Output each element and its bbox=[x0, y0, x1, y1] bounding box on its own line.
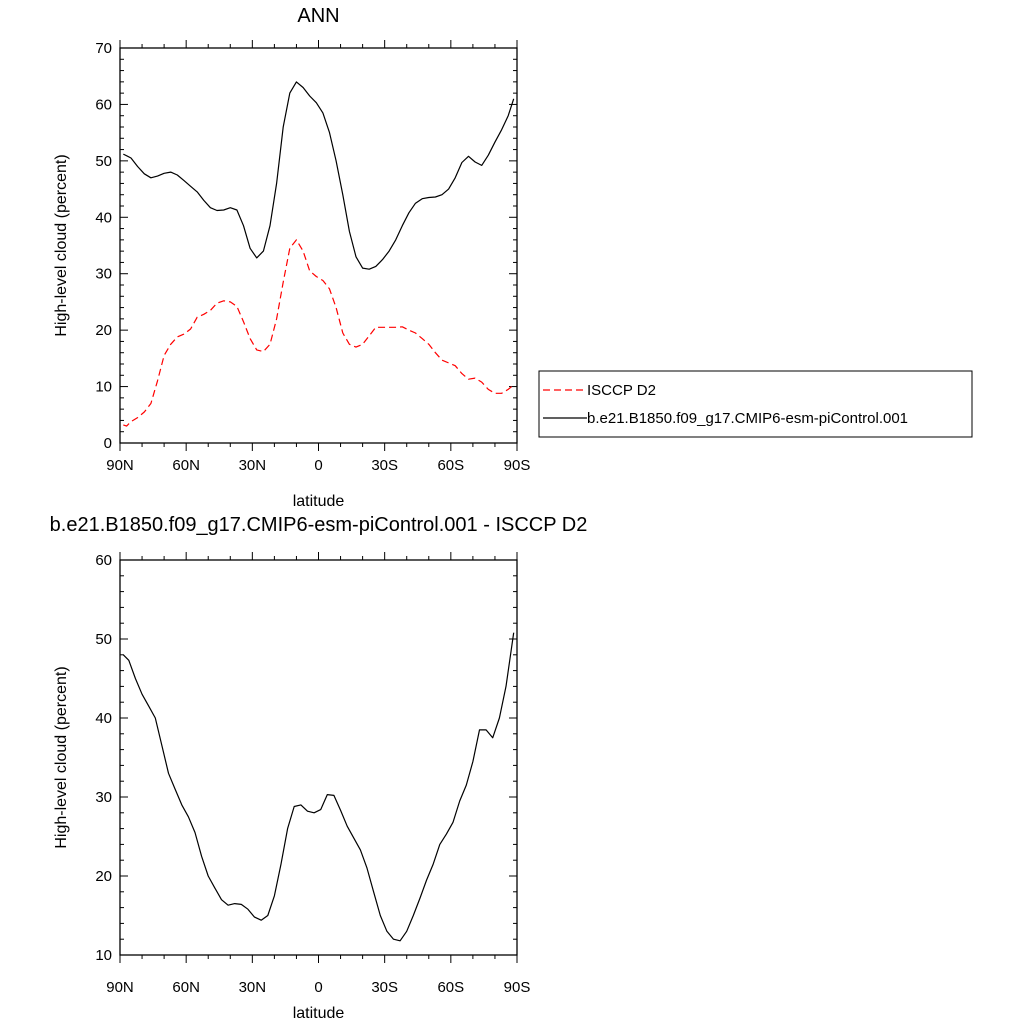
x-tick-label: 90N bbox=[106, 457, 134, 474]
annual-zonal-mean-panel: ANN 0 10 20 30 40 50 60 70 90N 60N 30N 0 30S 60S 90S lat… bbox=[53, 5, 973, 510]
y-tick-label: 60 bbox=[95, 96, 112, 113]
y-tick-label: 30 bbox=[95, 266, 112, 283]
x-tick-label: 0 bbox=[314, 979, 322, 996]
plot-frame bbox=[119, 559, 518, 956]
legend-box bbox=[538, 370, 973, 438]
x-tick-label: 30S bbox=[371, 979, 398, 996]
y-tick-label: 20 bbox=[95, 868, 112, 885]
y-tick-label: 60 bbox=[95, 552, 112, 569]
x-tick-label: 90S bbox=[504, 979, 531, 996]
x-tick-label: 60N bbox=[172, 979, 200, 996]
x-tick-label: 60S bbox=[437, 979, 464, 996]
legend: ISCCP D2 b.e21.B1850.f09_g17.CMIP6-esm-pi… bbox=[538, 370, 973, 438]
y-axis-label: High-level cloud (percent) bbox=[53, 666, 70, 848]
y-tick-label: 10 bbox=[95, 947, 112, 964]
legend-label: b.e21.B1850.f09_g17.CMIP6-esm-piControl.… bbox=[587, 410, 908, 427]
x-tick-label: 30N bbox=[239, 979, 267, 996]
x-tick-label: 30S bbox=[371, 457, 398, 474]
y-tick-label: 10 bbox=[95, 379, 112, 396]
y-tick-label: 50 bbox=[95, 153, 112, 170]
series-line-difference bbox=[122, 632, 515, 942]
plot-frame bbox=[119, 47, 518, 444]
y-axis-label: High-level cloud (percent) bbox=[53, 154, 70, 336]
difference-panel: b.e21.B1850.f09_g17.CMIP6-esm-piControl.… bbox=[50, 514, 588, 1022]
x-tick-label: 0 bbox=[314, 457, 322, 474]
chart-title: b.e21.B1850.f09_g17.CMIP6-esm-piControl.… bbox=[50, 514, 588, 536]
y-tick-label: 20 bbox=[95, 322, 112, 339]
legend-label: ISCCP D2 bbox=[587, 382, 656, 399]
y-tick-label: 50 bbox=[95, 631, 112, 648]
chart-title: ANN bbox=[297, 5, 339, 27]
y-tick-label: 40 bbox=[95, 710, 112, 727]
x-tick-label: 30N bbox=[239, 457, 267, 474]
y-tick-label: 40 bbox=[95, 209, 112, 226]
x-tick-label: 90N bbox=[106, 979, 134, 996]
y-tick-label: 70 bbox=[95, 40, 112, 57]
y-tick-label: 30 bbox=[95, 789, 112, 806]
series-line-isccp-d2 bbox=[123, 239, 515, 427]
x-axis-label: latitude bbox=[293, 493, 345, 510]
x-tick-label: 60S bbox=[437, 457, 464, 474]
series-line-model bbox=[123, 81, 515, 270]
y-tick-label: 0 bbox=[104, 435, 112, 452]
x-tick-label: 90S bbox=[504, 457, 531, 474]
x-axis-label: latitude bbox=[293, 1005, 345, 1022]
x-tick-label: 60N bbox=[172, 457, 200, 474]
